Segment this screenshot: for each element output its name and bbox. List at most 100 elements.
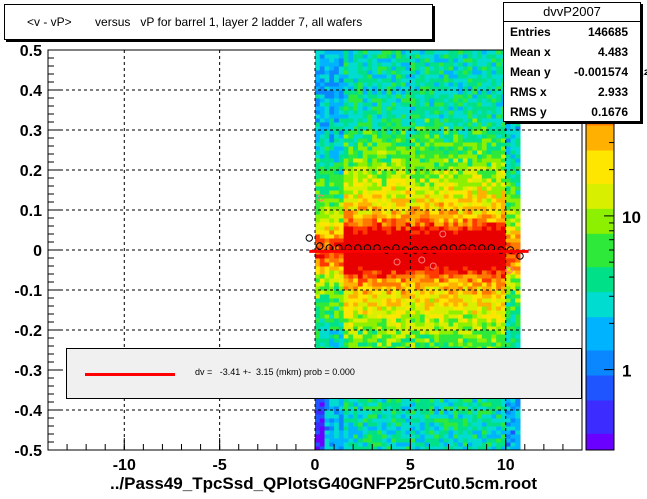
y-tick-label: 0.2 bbox=[20, 163, 42, 180]
stats-label: Mean x bbox=[510, 45, 551, 59]
heatmap-cell bbox=[357, 330, 364, 335]
heatmap-cell bbox=[324, 298, 330, 303]
heatmap-cell bbox=[353, 182, 359, 187]
heatmap-cell bbox=[419, 222, 426, 227]
heatmap-cell bbox=[386, 426, 392, 431]
heatmap-cell bbox=[376, 414, 383, 419]
heatmap-cell bbox=[372, 330, 378, 335]
heatmap-cell bbox=[338, 150, 345, 155]
heatmap-cell bbox=[319, 218, 326, 223]
heatmap-cell bbox=[362, 410, 368, 415]
heatmap-cell bbox=[415, 166, 421, 171]
heatmap-cell bbox=[448, 434, 454, 439]
heatmap-cell bbox=[324, 122, 330, 127]
heatmap-cell bbox=[410, 318, 416, 323]
heatmap-cell bbox=[324, 178, 330, 183]
heatmap-cell bbox=[477, 282, 483, 287]
heatmap-cell bbox=[396, 138, 402, 143]
heatmap-cell bbox=[496, 202, 502, 207]
heatmap-cell bbox=[400, 234, 407, 239]
heatmap-cell bbox=[419, 306, 426, 311]
heatmap-cell bbox=[453, 406, 459, 411]
heatmap-cell bbox=[381, 146, 388, 151]
heatmap-cell bbox=[410, 246, 416, 251]
heatmap-cell bbox=[424, 426, 430, 431]
heatmap-cell bbox=[376, 342, 383, 347]
heatmap-cell bbox=[334, 446, 340, 450]
heatmap-cell bbox=[429, 426, 435, 431]
heatmap-cell bbox=[477, 242, 483, 247]
heatmap-cell bbox=[467, 170, 473, 175]
heatmap-cell bbox=[472, 314, 478, 319]
heatmap-cell bbox=[515, 266, 521, 271]
heatmap-cell bbox=[400, 54, 407, 59]
heatmap-cell bbox=[400, 158, 407, 163]
heatmap-cell bbox=[376, 402, 383, 407]
heatmap-cell bbox=[400, 310, 407, 315]
heatmap-cell bbox=[400, 142, 407, 147]
outlier-point bbox=[439, 230, 447, 238]
heatmap-cell bbox=[396, 410, 402, 415]
heatmap-cell bbox=[467, 242, 473, 247]
heatmap-cell bbox=[477, 154, 483, 159]
heatmap-cell bbox=[343, 126, 349, 131]
heatmap-cell bbox=[405, 90, 411, 95]
heatmap-cell bbox=[458, 438, 464, 443]
heatmap-cell bbox=[415, 90, 421, 95]
heatmap-cell bbox=[386, 242, 392, 247]
heatmap-cell bbox=[386, 410, 392, 415]
heatmap-cell bbox=[419, 198, 426, 203]
heatmap-cell bbox=[348, 410, 354, 415]
heatmap-cell bbox=[510, 230, 516, 235]
heatmap-cell bbox=[434, 262, 440, 267]
heatmap-cell bbox=[510, 158, 516, 163]
heatmap-cell bbox=[481, 238, 488, 243]
heatmap-cell bbox=[324, 254, 330, 259]
heatmap-cell bbox=[334, 62, 340, 67]
heatmap-cell bbox=[329, 342, 335, 347]
heatmap-cell bbox=[496, 226, 502, 231]
heatmap-cell bbox=[334, 230, 340, 235]
heatmap-cell bbox=[357, 158, 364, 163]
heatmap-cell bbox=[367, 118, 373, 123]
heatmap-cell bbox=[419, 74, 426, 79]
heatmap-cell bbox=[424, 254, 430, 259]
heatmap-cell bbox=[477, 234, 483, 239]
heatmap-cell bbox=[319, 310, 326, 315]
heatmap-cell bbox=[510, 142, 516, 147]
heatmap-cell bbox=[405, 86, 411, 91]
heatmap-cell bbox=[491, 310, 497, 315]
heatmap-cell bbox=[381, 86, 388, 91]
heatmap-cell bbox=[372, 206, 378, 211]
heatmap-cell bbox=[386, 266, 392, 271]
heatmap-cell bbox=[396, 318, 402, 323]
heatmap-cell bbox=[438, 326, 445, 331]
heatmap-cell bbox=[381, 402, 388, 407]
heatmap-cell bbox=[462, 270, 469, 275]
heatmap-cell bbox=[434, 414, 440, 419]
heatmap-cell bbox=[343, 62, 349, 67]
heatmap-cell bbox=[386, 298, 392, 303]
heatmap-cell bbox=[443, 54, 449, 59]
heatmap-cell bbox=[500, 426, 507, 431]
heatmap-cell bbox=[348, 422, 354, 427]
heatmap-cell bbox=[357, 146, 364, 151]
heatmap-cell bbox=[391, 294, 397, 299]
heatmap-cell bbox=[386, 102, 392, 107]
heatmap-cell bbox=[477, 398, 483, 403]
heatmap-cell bbox=[424, 398, 430, 403]
heatmap-cell bbox=[438, 130, 445, 135]
heatmap-cell bbox=[496, 326, 502, 331]
heatmap-cell bbox=[486, 94, 492, 99]
heatmap-cell bbox=[505, 418, 511, 423]
heatmap-cell bbox=[348, 174, 354, 179]
heatmap-cell bbox=[329, 74, 335, 79]
heatmap-cell bbox=[386, 206, 392, 211]
heatmap-cell bbox=[462, 334, 469, 339]
heatmap-cell bbox=[348, 82, 354, 87]
heatmap-cell bbox=[515, 258, 521, 263]
heatmap-cell bbox=[396, 114, 402, 119]
heatmap-cell bbox=[415, 334, 421, 339]
heatmap-cell bbox=[486, 274, 492, 279]
heatmap-cell bbox=[381, 298, 388, 303]
